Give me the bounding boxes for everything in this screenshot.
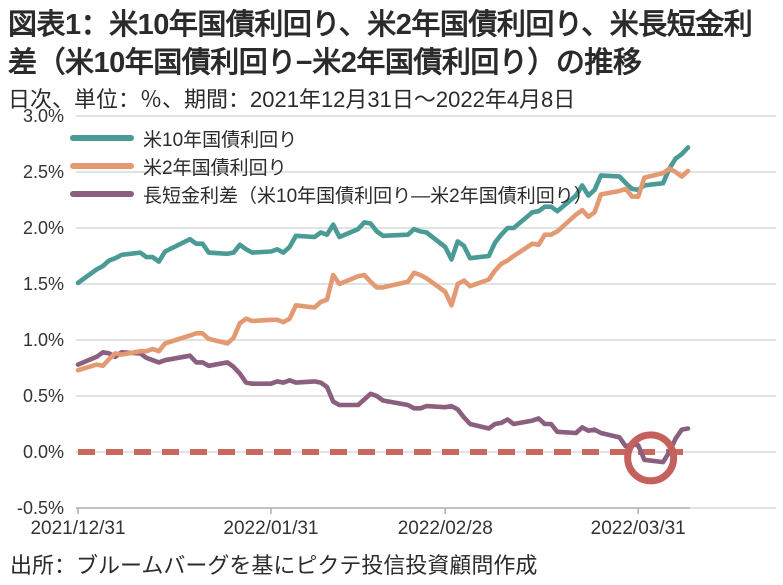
y-tick-label: -0.5%: [16, 498, 64, 518]
y-tick-label: 0.0%: [22, 442, 64, 462]
legend-label-spread: 長短金利差（米10年国債利回り―米2年国債利回り）: [143, 185, 593, 207]
inversion-circle-annotation: [624, 431, 678, 485]
figure-subtitle: 日次、単位：％、期間：2021年12月31日～2022年4月8日: [8, 87, 576, 112]
legend-label-us2y: 米2年国債利回り: [143, 157, 287, 179]
figure-title-line1: 図表1：米10年国債利回り、米2年国債利回り、米長短金利: [8, 9, 753, 41]
x-tick-label: 2022/03/31: [590, 518, 686, 539]
legend-line-swatch-us10y: [70, 135, 134, 141]
legend-line-swatch-us2y: [70, 163, 134, 169]
x-tick-label: 2021/12/31: [30, 518, 126, 539]
y-tick-label: 2.5%: [22, 162, 64, 182]
legend-label-us10y: 米10年国債利回り: [143, 129, 298, 151]
y-tick-label: 1.0%: [22, 330, 64, 350]
legend-item-us2y: 米2年国債利回り: [70, 152, 593, 180]
chart-legend: 米10年国債利回り 米2年国債利回り長短金利差（米10年国債利回り―米2年国債利回…: [70, 124, 593, 208]
y-tick-label: 1.5%: [22, 274, 64, 294]
legend-item-us10y: 米10年国債利回り: [70, 124, 593, 152]
legend-item-spread: 長短金利差（米10年国債利回り―米2年国債利回り）: [70, 180, 593, 208]
series-line-us10y: [75, 145, 691, 286]
y-tick-label: 0.5%: [22, 386, 64, 406]
figure-title: 図表1：米10年国債利回り、米2年国債利回り、米長短金利 差（米10年国債利回り…: [8, 6, 778, 82]
series-line-us2y: [75, 166, 691, 373]
y-tick-label: 3.0%: [22, 106, 64, 126]
legend-line-swatch-spread: [70, 191, 134, 197]
y-tick-label: 2.0%: [22, 218, 64, 238]
x-tick-label: 2022/02/28: [397, 518, 493, 539]
source-note: 出所：ブルームバーグを基にピクテ投信投資顧問作成: [10, 553, 538, 578]
figure-title-line2: 差（米10年国債利回り−米2年国債利回り）の推移: [8, 47, 642, 79]
x-tick-label: 2022/01/31: [223, 518, 319, 539]
series-line-spread: [75, 349, 691, 465]
